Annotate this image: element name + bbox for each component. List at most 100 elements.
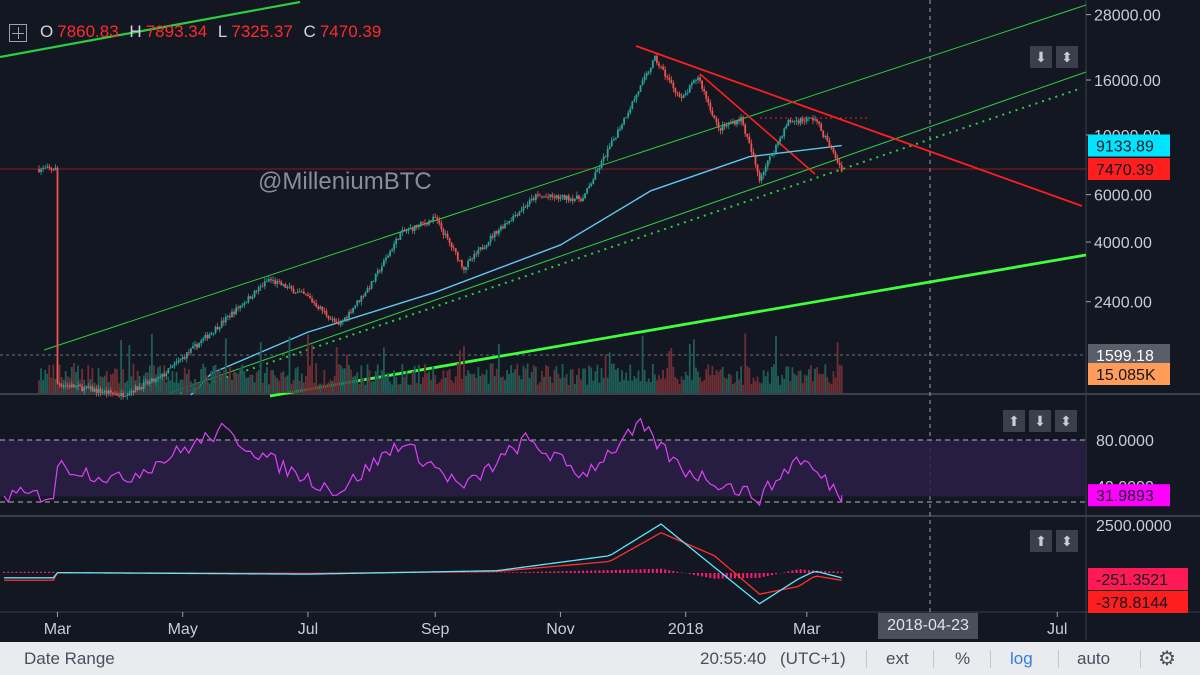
move-up-button[interactable]: ⬆: [1003, 410, 1025, 432]
volume-bar: [614, 369, 617, 393]
volume-bar: [746, 366, 749, 393]
volume-bar: [631, 380, 634, 393]
candle: [405, 230, 408, 232]
volume-bar: [575, 375, 578, 393]
candle: [814, 119, 816, 121]
macd-histogram-bar: [791, 570, 794, 573]
macd-histogram-bar: [31, 571, 34, 573]
time-axis-label: Mar: [793, 621, 821, 638]
macd-histogram-bar: [762, 573, 765, 577]
candle: [54, 167, 57, 171]
volume-bar: [401, 364, 404, 393]
candle: [779, 137, 782, 143]
volume-bar: [508, 374, 511, 393]
volume-bar: [370, 381, 373, 393]
candle: [711, 110, 714, 116]
candle: [99, 388, 102, 393]
candle: [171, 365, 174, 368]
percent-toggle[interactable]: %: [955, 649, 971, 668]
auto-toggle[interactable]: auto: [1077, 649, 1111, 668]
candle: [265, 281, 268, 283]
macd-histogram-bar: [717, 573, 720, 579]
macd-histogram-bar: [807, 570, 810, 573]
volume-bar: [481, 373, 484, 393]
candle: [290, 286, 293, 289]
volume-bar: [467, 370, 469, 393]
candle: [346, 317, 348, 319]
volume-bar: [582, 368, 584, 393]
volume-bar: [249, 374, 252, 393]
volume-bar: [590, 367, 593, 393]
macd-histogram-bar: [832, 571, 835, 573]
volume-bar: [699, 377, 701, 393]
candle: [148, 381, 151, 384]
volume-bar: [637, 370, 640, 393]
ext-toggle[interactable]: ext: [886, 649, 909, 668]
chart-menu-icon[interactable]: [9, 24, 27, 42]
volume-bar: [385, 376, 387, 393]
volume-bar: [360, 365, 363, 393]
macd-histogram-bar: [618, 569, 621, 573]
candle: [87, 386, 90, 389]
candle: [545, 196, 547, 198]
candle: [543, 196, 545, 198]
candle: [797, 120, 800, 124]
candle: [212, 332, 215, 334]
move-down-button[interactable]: ⬇: [1029, 410, 1051, 432]
candle: [397, 238, 400, 240]
candle: [270, 279, 272, 281]
macd-histogram-bar: [635, 569, 638, 573]
candle: [288, 286, 291, 288]
macd-histogram-bar: [516, 572, 519, 573]
candle: [313, 301, 315, 304]
candle: [701, 80, 704, 89]
volume-bar: [196, 381, 198, 393]
volume-bar: [247, 377, 250, 393]
settings-gear-icon[interactable]: ⚙: [1158, 648, 1176, 670]
candle: [204, 334, 207, 339]
volume-bar: [561, 364, 564, 393]
volume-bar: [713, 375, 716, 393]
volume-bar: [380, 370, 383, 393]
log-toggle[interactable]: log: [1010, 649, 1033, 668]
candle: [214, 326, 217, 333]
candle: [810, 117, 812, 119]
volume-bar: [705, 369, 708, 393]
candle: [417, 224, 420, 228]
macd-histogram-bar: [701, 573, 704, 577]
macd-histogram-bar: [672, 571, 675, 573]
volume-bar: [405, 370, 408, 393]
candle: [600, 160, 603, 169]
candle: [333, 318, 336, 322]
candle: [401, 230, 404, 233]
timezone-button[interactable]: (UTC+1): [780, 649, 846, 668]
date-range-button[interactable]: Date Range: [24, 649, 115, 668]
candle: [95, 389, 98, 393]
macd-histogram-bar: [643, 569, 646, 573]
candle: [157, 377, 159, 379]
candle: [596, 169, 599, 173]
maximize-pane-button[interactable]: ⬍: [1055, 410, 1077, 432]
volume-bar: [526, 363, 529, 393]
candle: [140, 387, 143, 389]
volume-bar: [557, 373, 560, 393]
candle: [280, 281, 283, 286]
volume-bar: [235, 372, 237, 393]
volume-bar: [608, 352, 611, 393]
volume-bar: [91, 368, 94, 393]
volume-bar: [81, 368, 84, 393]
candle: [146, 381, 149, 384]
volume-bar: [793, 373, 796, 393]
maximize-pane-button[interactable]: ⬍: [1056, 46, 1078, 68]
candle: [105, 390, 108, 394]
volume-bar: [212, 365, 215, 393]
move-up-button[interactable]: ⬆: [1030, 530, 1052, 552]
volume-bar: [680, 376, 683, 393]
volume-bar: [758, 382, 761, 393]
maximize-pane-button[interactable]: ⬍: [1056, 530, 1078, 552]
move-down-button[interactable]: ⬇: [1030, 46, 1052, 68]
macd-histogram-bar: [664, 569, 667, 573]
volume-bar: [319, 383, 322, 393]
macd-histogram-bar: [594, 570, 597, 573]
